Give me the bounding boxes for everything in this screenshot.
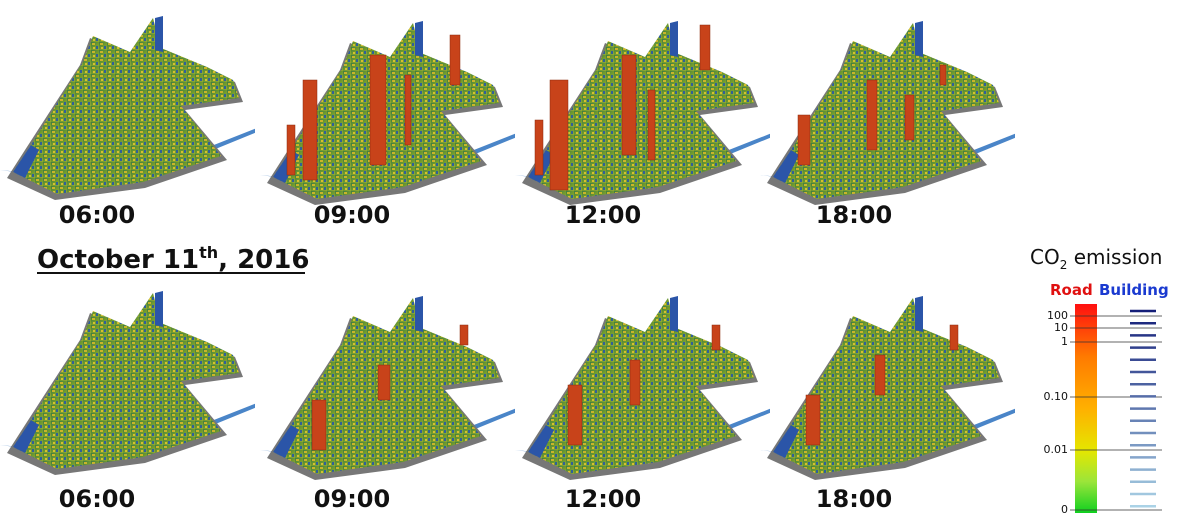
map xyxy=(0,16,257,200)
legend-road: Road xyxy=(1050,281,1093,299)
road-scale-bar xyxy=(1075,304,1097,513)
legend-building: Building xyxy=(1099,281,1169,299)
time-label: 09:00 xyxy=(314,201,390,229)
legend-title-rest: emission xyxy=(1067,245,1162,269)
map xyxy=(760,21,1017,205)
time-label: 18:00 xyxy=(816,201,892,229)
scale-label: 0.10 xyxy=(1044,390,1069,403)
scale-label: 10 xyxy=(1054,321,1068,334)
scale-label: 0.01 xyxy=(1044,443,1069,456)
scale-label: 1 xyxy=(1061,335,1068,348)
date: October 11th, 2016 xyxy=(37,243,309,275)
legend-title-co: CO xyxy=(1030,245,1060,269)
time-label: 06:00 xyxy=(59,485,135,513)
map xyxy=(515,296,772,480)
time-label: 18:00 xyxy=(816,485,892,513)
date-sup: th xyxy=(199,243,218,262)
legend-title-sub: 2 xyxy=(1060,258,1068,272)
map xyxy=(0,291,257,475)
map xyxy=(760,296,1017,480)
time-label: 09:00 xyxy=(314,485,390,513)
time-label: 12:00 xyxy=(565,485,641,513)
time-label: 12:00 xyxy=(565,201,641,229)
time-label: 06:00 xyxy=(59,201,135,229)
scale-label: 0 xyxy=(1061,503,1068,513)
map xyxy=(260,21,517,205)
figure: 06:00 09:00 12:00 18:00 06:00 09:00 12:0… xyxy=(0,0,1184,513)
date-rest: , 2016 xyxy=(218,245,309,275)
date-text: October 11 xyxy=(37,245,199,275)
legend-title: CO2 emission xyxy=(1030,245,1162,272)
